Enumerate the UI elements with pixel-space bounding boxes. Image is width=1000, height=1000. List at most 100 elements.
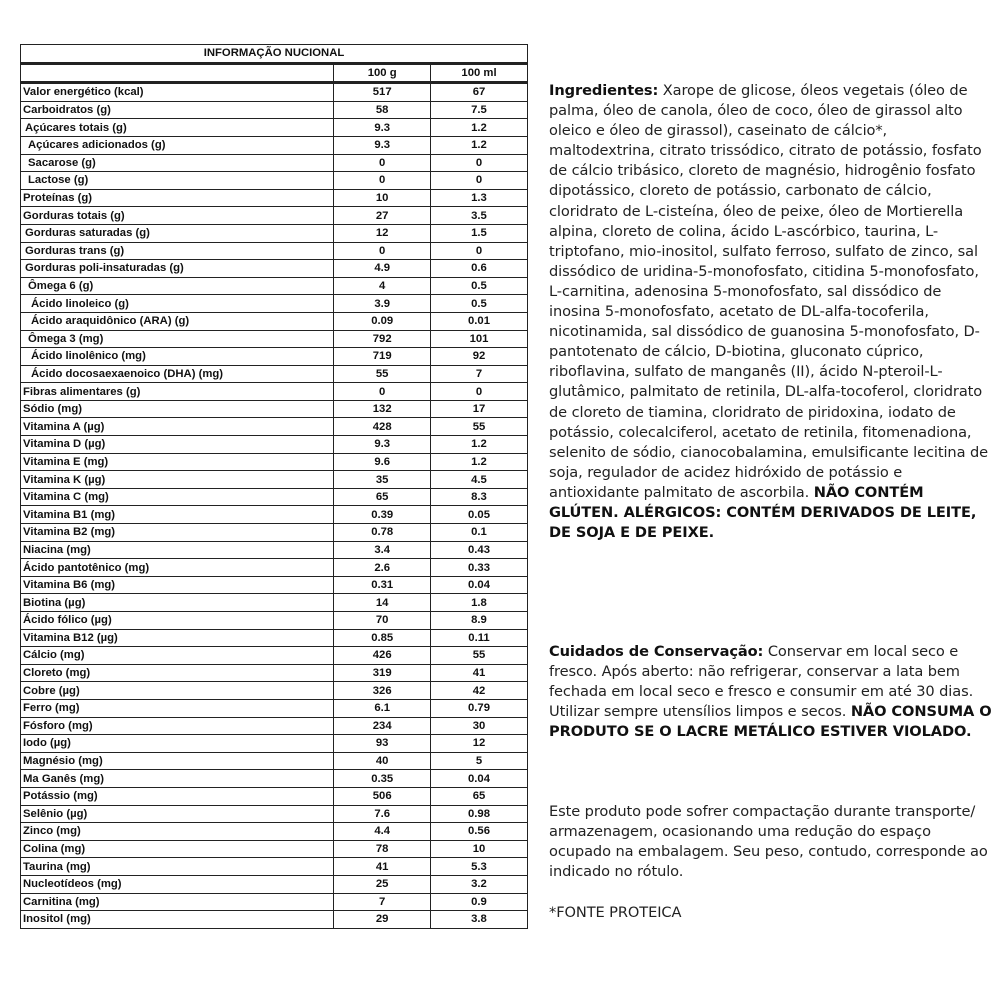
value-100ml: 5 xyxy=(429,751,529,771)
table-row: Fibras alimentares (g) 0 0 xyxy=(19,382,529,401)
value-100g: 9.3 xyxy=(333,118,431,137)
value-100g: 319 xyxy=(333,663,431,683)
value-100ml: 42 xyxy=(429,681,529,700)
table-row: Ômega 3 (mg) 792 101 xyxy=(19,329,529,349)
table-row: Taurina (mg) 41 5.3 xyxy=(19,857,529,876)
value-100g: 27 xyxy=(333,206,431,225)
value-100ml: 55 xyxy=(429,417,529,437)
nutrient-name: Ácido araquidônico (ARA) (g) xyxy=(19,311,335,331)
value-100ml: 0 xyxy=(429,241,529,261)
table-row: Gorduras trans (g) 0 0 xyxy=(19,241,529,261)
value-100g: 9.6 xyxy=(333,452,431,472)
nutrient-name: Vitamina B1 (mg) xyxy=(19,505,335,525)
compaction-note: Este produto pode sofrer compactação dur… xyxy=(549,803,988,881)
value-100g: 0.35 xyxy=(333,769,431,788)
nutrient-name: Cloreto (mg) xyxy=(19,663,335,683)
table-row: Ácido fólico (µg) 70 8.9 xyxy=(19,611,529,630)
nutrient-name: Iodo (µg) xyxy=(19,734,335,753)
value-100g: 4 xyxy=(333,276,431,296)
nutrient-name: Cobre (µg) xyxy=(19,681,335,700)
table-row: Valor energético (kcal) 517 67 xyxy=(19,82,529,102)
value-100ml: 0.5 xyxy=(429,276,529,296)
value-100g: 58 xyxy=(333,100,431,120)
nutrient-name: Fibras alimentares (g) xyxy=(19,382,335,401)
table-row: Cloreto (mg) 319 41 xyxy=(19,663,529,683)
value-100ml: 0.11 xyxy=(429,628,529,648)
nutrient-name: Proteínas (g) xyxy=(19,188,335,208)
value-100g: 7.6 xyxy=(333,804,431,824)
nutrient-name: Ácido linoleico (g) xyxy=(19,294,335,313)
value-100g: 517 xyxy=(333,82,431,102)
value-100g: 70 xyxy=(333,611,431,630)
value-100g: 326 xyxy=(333,681,431,700)
value-100g: 0.31 xyxy=(333,575,431,595)
nutrient-name: Gorduras trans (g) xyxy=(19,241,335,261)
value-100ml: 8.3 xyxy=(429,487,529,507)
nutrient-name: Inositol (mg) xyxy=(19,910,335,929)
table-row: Sódio (mg) 132 17 xyxy=(19,399,529,419)
footnote: *FONTE PROTEICA xyxy=(549,904,682,921)
value-100ml: 1.2 xyxy=(429,452,529,472)
value-100ml: 0 xyxy=(429,153,529,173)
value-100ml: 3.8 xyxy=(429,910,529,929)
table-row: Cobre (µg) 326 42 xyxy=(19,681,529,700)
value-100ml: 0.6 xyxy=(429,259,529,278)
table-row: Potássio (mg) 506 65 xyxy=(19,786,529,806)
value-100ml: 0.5 xyxy=(429,294,529,313)
nutrient-name: Sacarose (g) xyxy=(19,153,335,173)
nutrient-name: Valor energético (kcal) xyxy=(19,82,335,102)
value-100ml: 101 xyxy=(429,329,529,349)
value-100g: 35 xyxy=(333,470,431,489)
storage-text: Conservar em local seco e fresco. Após a… xyxy=(549,643,974,721)
value-100ml: 0.05 xyxy=(429,505,529,525)
value-100g: 3.9 xyxy=(333,294,431,313)
nutrient-name: Magnésio (mg) xyxy=(19,751,335,771)
value-100g: 29 xyxy=(333,910,431,929)
table-row: Magnésio (mg) 40 5 xyxy=(19,751,529,771)
value-100ml: 55 xyxy=(429,646,529,665)
nutrient-name: Açúcares adicionados (g) xyxy=(19,135,335,155)
nutrient-name: Ferro (mg) xyxy=(19,698,335,718)
table-row: Biotina (µg) 14 1.8 xyxy=(19,593,529,612)
table-row: Ácido araquidônico (ARA) (g) 0.09 0.01 xyxy=(19,311,529,331)
table-row: Ferro (mg) 6.1 0.79 xyxy=(19,698,529,718)
value-100ml: 65 xyxy=(429,786,529,806)
value-100ml: 3.5 xyxy=(429,206,529,225)
table-row: Zinco (mg) 4.4 0.56 xyxy=(19,822,529,841)
nutrient-name: Gorduras totais (g) xyxy=(19,206,335,225)
table-row: Vitamina B12 (µg) 0.85 0.11 xyxy=(19,628,529,648)
value-100g: 719 xyxy=(333,347,431,366)
nutrient-name: Biotina (µg) xyxy=(19,593,335,612)
table-row: Gorduras saturadas (g) 12 1.5 xyxy=(19,223,529,243)
value-100ml: 1.2 xyxy=(429,118,529,137)
nutrient-name: Nucleotídeos (mg) xyxy=(19,874,335,894)
value-100ml: 92 xyxy=(429,347,529,366)
value-100g: 55 xyxy=(333,364,431,384)
table-row: Cálcio (mg) 426 55 xyxy=(19,646,529,665)
value-100g: 93 xyxy=(333,734,431,753)
table-row: Vitamina B6 (mg) 0.31 0.04 xyxy=(19,575,529,595)
table-row: Vitamina C (mg) 65 8.3 xyxy=(19,487,529,507)
nutrient-name: Ômega 6 (g) xyxy=(19,276,335,296)
value-100g: 40 xyxy=(333,751,431,771)
value-100g: 65 xyxy=(333,487,431,507)
table-row: Gorduras poli-insaturadas (g) 4.9 0.6 xyxy=(19,259,529,278)
value-100g: 7 xyxy=(333,892,431,912)
storage-label: Cuidados de Conservação: xyxy=(549,643,764,660)
nutrient-name: Ácido docosaexaenoico (DHA) (mg) xyxy=(19,364,335,384)
nutrient-name: Selênio (µg) xyxy=(19,804,335,824)
storage-warning: NÃO CONSUMA O PRODUTO SE O LACRE METÁLIC… xyxy=(549,703,992,741)
value-100ml: 67 xyxy=(429,82,529,102)
nutrient-name: Niacina (mg) xyxy=(19,540,335,560)
nutrient-name: Ômega 3 (mg) xyxy=(19,329,335,349)
value-100g: 9.3 xyxy=(333,135,431,155)
value-100ml: 7 xyxy=(429,364,529,384)
nutrient-name: Potássio (mg) xyxy=(19,786,335,806)
value-100ml: 0.56 xyxy=(429,822,529,841)
value-100ml: 8.9 xyxy=(429,611,529,630)
value-100g: 4.4 xyxy=(333,822,431,841)
value-100ml: 1.8 xyxy=(429,593,529,612)
value-100g: 428 xyxy=(333,417,431,437)
value-100g: 0 xyxy=(333,171,431,190)
column-header-100g: 100 g xyxy=(333,62,431,85)
